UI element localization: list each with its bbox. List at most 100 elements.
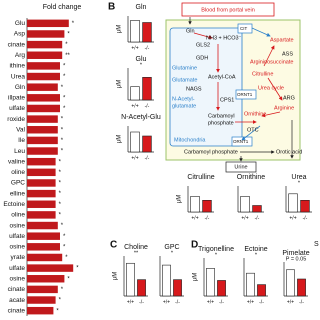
significance: *	[61, 127, 64, 133]
diagram-label: Carbamoyl	[208, 113, 235, 119]
bar	[206, 268, 215, 297]
bar	[126, 262, 135, 297]
x-tick-label: -/-	[303, 215, 308, 221]
bar	[27, 243, 60, 251]
category-label: illpate	[8, 95, 25, 102]
chart-title: Urea	[291, 174, 306, 181]
bar	[27, 94, 60, 102]
category-label: Urea	[11, 73, 25, 80]
category-label: Gln	[15, 84, 26, 91]
bar	[27, 200, 56, 208]
x-tick-label: -/-	[145, 45, 150, 51]
diagram-label: NAGS	[186, 86, 202, 92]
significance: **	[65, 53, 70, 59]
bar	[130, 131, 140, 153]
diagram-label: Urine	[234, 164, 247, 170]
x-tick-label: -/-	[259, 299, 264, 305]
x-tick-label: -/-	[219, 299, 224, 305]
bar	[27, 179, 56, 187]
category-label: cinate	[8, 307, 26, 314]
bar	[142, 135, 152, 153]
y-axis-label: μM	[117, 135, 123, 143]
cropped-title: S	[314, 241, 319, 248]
significance: *	[59, 159, 62, 165]
bar	[257, 284, 266, 297]
bar	[27, 285, 58, 294]
y-axis-label: μM	[177, 195, 183, 203]
x-tick-label: +/+	[131, 103, 138, 109]
category-label: Ile	[18, 137, 25, 144]
bar	[27, 136, 58, 145]
bar	[27, 232, 60, 240]
chart-title: Ornithine	[237, 174, 266, 181]
bar	[162, 264, 171, 297]
bar	[130, 20, 140, 43]
bar	[27, 264, 74, 272]
diagram-label: Blood from portal vein	[201, 7, 255, 13]
x-tick-label: +/+	[287, 299, 294, 305]
arrow	[193, 32, 213, 40]
arrow	[267, 77, 283, 101]
transporter-box	[235, 89, 257, 100]
bar	[27, 30, 65, 38]
diagram-label: Aspartate	[270, 37, 294, 43]
bar	[27, 306, 54, 315]
x-tick-label: +/+	[131, 155, 138, 161]
diagram-label: ORNT1	[237, 92, 253, 97]
chart-title: Glu	[136, 56, 147, 63]
arrow	[241, 125, 261, 141]
y-axis-label: μM	[117, 80, 123, 88]
diagram-label: GDH	[196, 55, 208, 61]
axis-title: Fold change	[43, 4, 82, 11]
x-tick-label: +/+	[127, 299, 134, 305]
significance: *	[140, 62, 143, 68]
chart-title: N-Acetyl-Glu	[121, 114, 161, 121]
bar	[240, 196, 250, 213]
category-label: Asp	[14, 31, 26, 38]
x-tick-label: -/-	[299, 299, 304, 305]
diagram-label: Ornithine	[244, 111, 266, 117]
significance: *	[63, 244, 66, 250]
diagram-label: Urea cycle	[258, 85, 284, 91]
significance: *	[61, 85, 64, 91]
bar	[137, 279, 146, 297]
bar	[27, 83, 58, 91]
bar	[27, 296, 56, 304]
category-label: osine	[9, 244, 25, 251]
bar	[27, 72, 60, 81]
bar	[288, 193, 298, 213]
significance: *	[72, 21, 75, 27]
diagram-label: N-Acetyl-	[172, 96, 195, 102]
category-label: yrate	[11, 254, 26, 261]
diagram-label: phosphate	[208, 120, 234, 126]
chart-title: GPC	[164, 244, 179, 251]
bar	[130, 86, 140, 101]
bar	[297, 278, 306, 297]
panel-label: C	[110, 240, 117, 251]
chart-title: Choline	[124, 244, 148, 251]
diagram-label: Mitochondria	[174, 137, 206, 143]
panel-label: D	[191, 240, 198, 251]
significance: *	[59, 212, 62, 218]
category-label: Ectoine	[3, 201, 25, 208]
diagram-label: ASS	[282, 51, 293, 57]
significance: *	[59, 191, 62, 197]
category-label: ithine	[9, 63, 25, 70]
bar	[27, 115, 58, 123]
significance: *	[215, 252, 218, 258]
blood-box	[181, 2, 275, 17]
category-label: Leu	[14, 148, 25, 155]
diagram-label: glutamate	[172, 103, 196, 109]
significance: *	[63, 95, 66, 101]
category-label: osine	[9, 222, 25, 229]
significance: *	[171, 250, 174, 256]
y-axis-label: μM	[193, 273, 199, 281]
bar	[27, 62, 60, 70]
bar	[27, 40, 63, 49]
arrow	[251, 27, 271, 37]
chart-title: Citrulline	[187, 174, 214, 181]
x-tick-label: -/-	[175, 299, 180, 305]
significance: *	[61, 117, 64, 123]
